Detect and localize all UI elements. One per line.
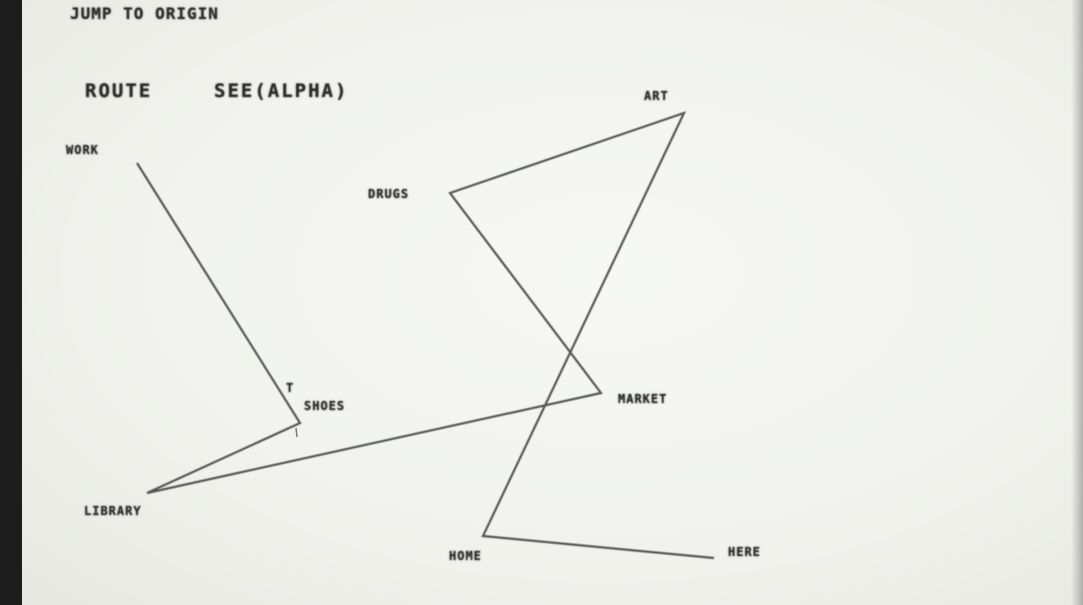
node-shoes[interactable]: SHOES xyxy=(304,399,346,413)
route-map xyxy=(136,111,715,560)
node-drugs[interactable]: DRUGS xyxy=(368,187,410,201)
node-work[interactable]: WORK xyxy=(66,143,99,157)
node-art[interactable]: ART xyxy=(644,89,669,103)
shoes-tick xyxy=(295,427,298,438)
jump-to-origin-command[interactable]: JUMP TO ORIGIN xyxy=(70,4,219,23)
display-area: JUMP TO ORIGIN ROUTE SEE(ALPHA) WORK DRU… xyxy=(22,0,1083,605)
node-market[interactable]: MARKET xyxy=(618,392,668,406)
route-line xyxy=(136,111,715,560)
route-value: SEE(ALPHA) xyxy=(214,80,349,102)
node-here[interactable]: HERE xyxy=(728,545,761,559)
node-home[interactable]: HOME xyxy=(449,549,482,563)
node-library[interactable]: LIBRARY xyxy=(84,504,142,518)
screen-edge-shadow xyxy=(1071,0,1083,605)
route-title: ROUTE xyxy=(85,80,153,102)
cursor-marker: T xyxy=(286,381,295,395)
